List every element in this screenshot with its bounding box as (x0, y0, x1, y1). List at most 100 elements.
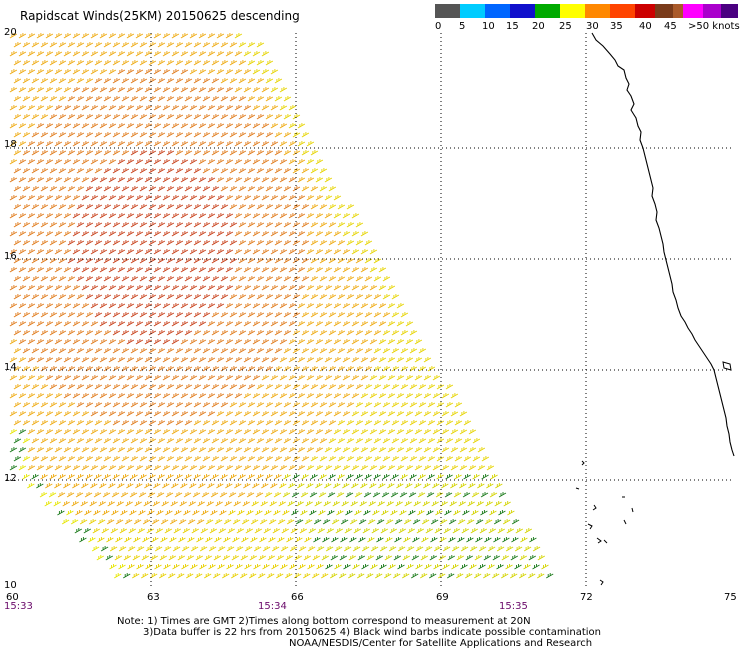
wind-barb (346, 222, 355, 228)
wind-barb (76, 276, 85, 282)
wind-barb (337, 240, 346, 246)
wind-barb (279, 159, 288, 165)
wind-barb (81, 33, 90, 39)
wind-barb (441, 429, 450, 435)
wind-barb (162, 69, 171, 75)
wind-barb (360, 483, 368, 489)
wind-barb (76, 384, 85, 390)
wind-barb (505, 564, 513, 570)
wind-barb (158, 573, 167, 579)
wind-barb (94, 438, 103, 444)
wind-barb (190, 564, 198, 570)
wind-barb (306, 303, 315, 309)
wind-barb (216, 411, 225, 417)
wind-barb (342, 447, 351, 453)
wind-barb (135, 195, 144, 201)
wind-barb (277, 537, 285, 543)
wind-barb (67, 204, 76, 210)
wind-barb (367, 519, 376, 525)
wind-barb (202, 186, 211, 192)
wind-barb (99, 357, 108, 363)
wind-barb (115, 537, 123, 543)
wind-barb (491, 573, 500, 579)
legend-swatch-10 (673, 4, 683, 18)
wind-barb (189, 123, 198, 129)
wind-barb (112, 114, 121, 120)
wind-barb (274, 438, 283, 444)
wind-barb (229, 474, 237, 480)
wind-barb (310, 312, 319, 318)
wind-barb (58, 348, 67, 354)
wind-barb (288, 249, 297, 255)
wind-barb (395, 501, 403, 507)
wind-barb (310, 204, 319, 210)
wind-barb (274, 168, 283, 174)
wind-barb (207, 141, 216, 147)
wind-barb (67, 384, 76, 390)
wind-barb (351, 249, 360, 255)
wind-barb (90, 105, 99, 111)
wind-barb (523, 564, 531, 570)
wind-barb (238, 330, 247, 336)
wind-barb (121, 438, 130, 444)
wind-barb (229, 42, 238, 48)
wind-barb (141, 555, 150, 561)
wind-barb (360, 465, 369, 471)
wind-barb (463, 474, 471, 480)
wind-barb (130, 222, 139, 228)
wind-barb (171, 51, 180, 57)
wind-barb (334, 564, 342, 570)
wind-barb (94, 150, 103, 156)
wind-barb (40, 438, 49, 444)
wind-barb (465, 555, 474, 561)
wind-barb (306, 195, 315, 201)
wind-barb (405, 375, 414, 381)
wind-barb (178, 537, 186, 543)
wind-barb (117, 357, 126, 363)
wind-barb (252, 375, 261, 381)
wind-barb (351, 411, 360, 417)
wind-barb (162, 303, 171, 309)
wind-barb (235, 564, 243, 570)
wind-barb (379, 564, 387, 570)
wind-barb (116, 501, 124, 507)
wind-barb (358, 519, 367, 525)
wind-barb (27, 321, 36, 327)
wind-barb (234, 303, 243, 309)
wind-barb (382, 384, 391, 390)
wind-barb (228, 510, 236, 516)
wind-barb (166, 276, 175, 282)
wind-barb (166, 366, 175, 372)
wind-barb (94, 366, 103, 372)
wind-barb (351, 393, 360, 399)
wind-barb (81, 195, 90, 201)
wind-barb (166, 438, 175, 444)
wind-barb (85, 132, 94, 138)
wind-barb (315, 285, 324, 291)
wind-barb (130, 60, 139, 66)
wind-barb (27, 231, 36, 237)
wind-barb (184, 276, 193, 282)
wind-barb (463, 456, 472, 462)
wind-barb (216, 303, 225, 309)
wind-barb (401, 573, 410, 579)
wind-barb (265, 276, 274, 282)
wind-barb (310, 420, 319, 426)
wind-barb (207, 231, 216, 237)
wind-barb (333, 339, 342, 345)
lon-label-75: 75 (724, 592, 737, 603)
wind-barb (144, 213, 153, 219)
wind-barb (189, 285, 198, 291)
wind-barb (135, 447, 144, 453)
wind-barb (342, 429, 351, 435)
wind-barb (388, 546, 397, 552)
wind-barb (324, 285, 333, 291)
wind-barb (31, 168, 40, 174)
wind-barb (468, 447, 477, 453)
wind-barb (45, 141, 54, 147)
wind-barb (148, 42, 157, 48)
wind-barb (157, 438, 166, 444)
wind-barb (153, 33, 162, 39)
wind-barb (66, 492, 75, 498)
wind-barb (63, 123, 72, 129)
